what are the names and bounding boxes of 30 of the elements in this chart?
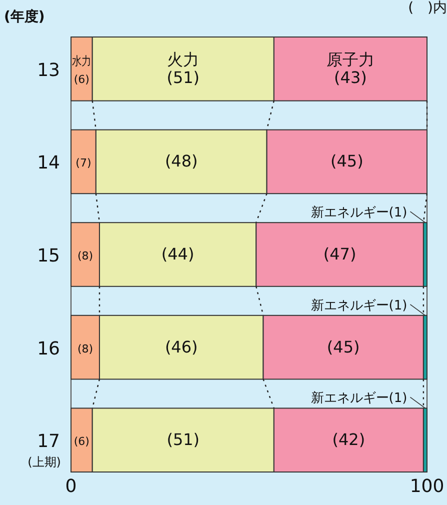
data-label: (6) xyxy=(74,72,90,86)
data-label: (45) xyxy=(330,152,364,171)
data-label: (51) xyxy=(166,68,200,87)
text: ( )内 xyxy=(408,0,447,16)
data-label: (7) xyxy=(76,156,92,170)
data-label: (44) xyxy=(161,244,194,264)
data-label: (6) xyxy=(74,435,90,448)
y-axis-title: (年度) xyxy=(4,8,45,25)
y-tick-label: 13 xyxy=(37,60,60,81)
series-label: 水力 xyxy=(72,54,96,68)
data-label: (45) xyxy=(326,337,360,356)
data-label: (8) xyxy=(77,250,94,262)
series-label: 火力 xyxy=(167,50,200,69)
data-label: (46) xyxy=(164,337,198,356)
data-label: (51) xyxy=(166,430,200,450)
text: 新エネルギー(1) xyxy=(310,391,408,406)
data-label: (8) xyxy=(77,342,94,356)
y-tick-label: 17 (上期) xyxy=(28,431,61,470)
data-label: (43) xyxy=(334,68,367,87)
y-tick-label: 16 xyxy=(37,338,60,360)
x-tick-label: 100 xyxy=(410,476,444,497)
text: 新エネルギー(1) xyxy=(310,298,408,314)
data-label: (47) xyxy=(323,244,356,264)
y-tick-label: 15 xyxy=(37,246,60,266)
text: 新エネルギー(1) xyxy=(310,206,408,221)
data-label: (42) xyxy=(332,430,366,450)
data-label: (48) xyxy=(164,152,198,171)
y-tick-label: 14 xyxy=(37,152,60,174)
series-label: 原子力 xyxy=(326,50,374,69)
x-tick-label: 0 xyxy=(65,476,77,497)
